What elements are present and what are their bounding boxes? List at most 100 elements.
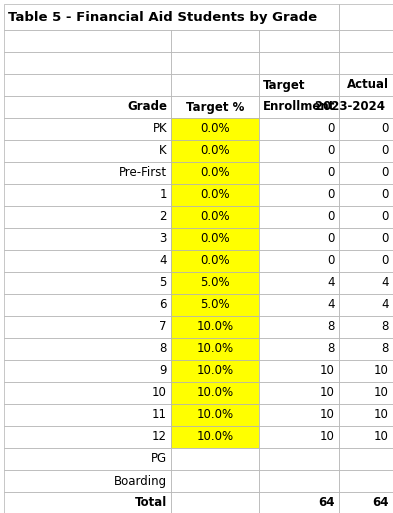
- Text: 0: 0: [328, 123, 335, 135]
- Bar: [259, 118, 339, 140]
- Bar: [259, 360, 339, 382]
- Text: Grade: Grade: [127, 101, 167, 113]
- Bar: [171, 338, 259, 360]
- Text: 0: 0: [328, 145, 335, 157]
- Bar: [171, 272, 259, 294]
- Text: 4: 4: [382, 277, 389, 289]
- Bar: [4, 404, 171, 426]
- Bar: [339, 206, 393, 228]
- Bar: [4, 52, 171, 74]
- Bar: [4, 228, 171, 250]
- Bar: [4, 30, 171, 52]
- Bar: [339, 52, 393, 74]
- Text: 4: 4: [160, 254, 167, 267]
- Bar: [171, 162, 259, 184]
- Text: 2023-2024: 2023-2024: [315, 101, 389, 113]
- Bar: [259, 30, 339, 52]
- Bar: [4, 162, 171, 184]
- Bar: [339, 316, 393, 338]
- Bar: [171, 206, 259, 228]
- Text: 10.0%: 10.0%: [196, 365, 233, 378]
- Bar: [4, 272, 171, 294]
- Bar: [259, 448, 339, 470]
- Text: 8: 8: [382, 321, 389, 333]
- Text: 10.0%: 10.0%: [196, 386, 233, 400]
- Text: 1: 1: [160, 188, 167, 202]
- Text: 0: 0: [328, 232, 335, 246]
- Text: 8: 8: [328, 321, 335, 333]
- Bar: [171, 382, 259, 404]
- Text: 0.0%: 0.0%: [200, 123, 230, 135]
- Text: 10.0%: 10.0%: [196, 343, 233, 356]
- Text: 10.0%: 10.0%: [196, 321, 233, 333]
- Text: Target: Target: [263, 78, 305, 91]
- Bar: [339, 404, 393, 426]
- Bar: [339, 382, 393, 404]
- Text: 12: 12: [152, 430, 167, 444]
- Bar: [259, 470, 339, 492]
- Text: 10: 10: [374, 386, 389, 400]
- Text: 3: 3: [160, 232, 167, 246]
- Bar: [4, 294, 171, 316]
- Bar: [339, 448, 393, 470]
- Text: 0: 0: [328, 254, 335, 267]
- Text: Target %: Target %: [186, 101, 244, 113]
- Text: 4: 4: [327, 299, 335, 311]
- Bar: [259, 316, 339, 338]
- Text: Boarding: Boarding: [114, 475, 167, 487]
- Bar: [259, 162, 339, 184]
- Bar: [171, 228, 259, 250]
- Bar: [339, 272, 393, 294]
- Bar: [171, 30, 259, 52]
- Text: 0: 0: [328, 167, 335, 180]
- Text: 0: 0: [382, 232, 389, 246]
- Bar: [259, 272, 339, 294]
- Bar: [259, 404, 339, 426]
- Text: PK: PK: [152, 123, 167, 135]
- Bar: [4, 140, 171, 162]
- Text: 4: 4: [382, 299, 389, 311]
- Bar: [259, 96, 339, 118]
- Text: 5.0%: 5.0%: [200, 299, 230, 311]
- Text: 2: 2: [160, 210, 167, 224]
- Bar: [259, 294, 339, 316]
- Text: 9: 9: [160, 365, 167, 378]
- Text: 10.0%: 10.0%: [196, 408, 233, 422]
- Bar: [171, 118, 259, 140]
- Bar: [339, 228, 393, 250]
- Text: 8: 8: [328, 343, 335, 356]
- Bar: [4, 118, 171, 140]
- Text: 10.0%: 10.0%: [196, 430, 233, 444]
- Bar: [171, 470, 259, 492]
- Bar: [339, 470, 393, 492]
- Text: 10: 10: [320, 408, 335, 422]
- Bar: [4, 96, 171, 118]
- Text: 64: 64: [373, 497, 389, 509]
- Text: Actual: Actual: [347, 78, 389, 91]
- Bar: [4, 316, 171, 338]
- Bar: [339, 30, 393, 52]
- Text: 0: 0: [328, 188, 335, 202]
- Text: 4: 4: [327, 277, 335, 289]
- Text: 10: 10: [374, 408, 389, 422]
- Bar: [171, 140, 259, 162]
- Bar: [339, 96, 393, 118]
- Text: 8: 8: [382, 343, 389, 356]
- Text: 5: 5: [160, 277, 167, 289]
- Bar: [4, 470, 171, 492]
- Text: 10: 10: [374, 365, 389, 378]
- Bar: [259, 140, 339, 162]
- Text: 0: 0: [382, 188, 389, 202]
- Text: 0: 0: [382, 123, 389, 135]
- Bar: [4, 426, 171, 448]
- Text: Pre-First: Pre-First: [119, 167, 167, 180]
- Text: 0: 0: [382, 167, 389, 180]
- Text: 10: 10: [152, 386, 167, 400]
- Text: 5.0%: 5.0%: [200, 277, 230, 289]
- Bar: [339, 492, 393, 513]
- Bar: [339, 184, 393, 206]
- Text: 0.0%: 0.0%: [200, 188, 230, 202]
- Bar: [259, 250, 339, 272]
- Text: K: K: [160, 145, 167, 157]
- Bar: [171, 426, 259, 448]
